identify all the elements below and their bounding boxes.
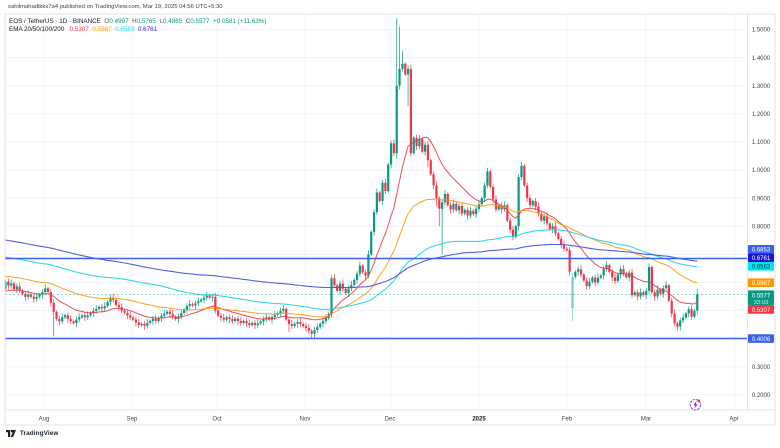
svg-text:1.0000: 1.0000 [752,168,771,174]
svg-text:1.4000: 1.4000 [752,56,771,62]
svg-text:0.5987: 0.5987 [752,281,771,287]
svg-text:1.5000: 1.5000 [752,28,771,34]
svg-text:1.1000: 1.1000 [752,140,771,146]
svg-text:0.3000: 0.3000 [752,365,771,371]
svg-text:0.6761: 0.6761 [752,256,771,262]
svg-text:0.8000: 0.8000 [752,224,771,230]
svg-text:0.6853: 0.6853 [752,248,771,254]
svg-text:Sep: Sep [127,417,138,423]
svg-text:0.9000: 0.9000 [752,196,771,202]
svg-text:0.5577: 0.5577 [752,293,771,299]
svg-text:0.4006: 0.4006 [752,337,771,343]
svg-text:Aug: Aug [39,417,50,423]
svg-text:33:03: 33:03 [754,300,769,306]
svg-text:0.5307: 0.5307 [752,308,771,314]
svg-text:2025: 2025 [472,417,486,423]
svg-text:Oct: Oct [212,417,222,423]
svg-text:0.6563: 0.6563 [752,265,771,271]
svg-text:0.2000: 0.2000 [752,393,771,399]
svg-text:Mar: Mar [641,417,651,423]
svg-text:1.2000: 1.2000 [752,112,771,118]
svg-text:1.3000: 1.3000 [752,84,771,90]
svg-text:Nov: Nov [300,417,311,423]
svg-text:Feb: Feb [562,417,573,423]
svg-text:Apr: Apr [729,417,738,423]
svg-text:Dec: Dec [385,417,396,423]
